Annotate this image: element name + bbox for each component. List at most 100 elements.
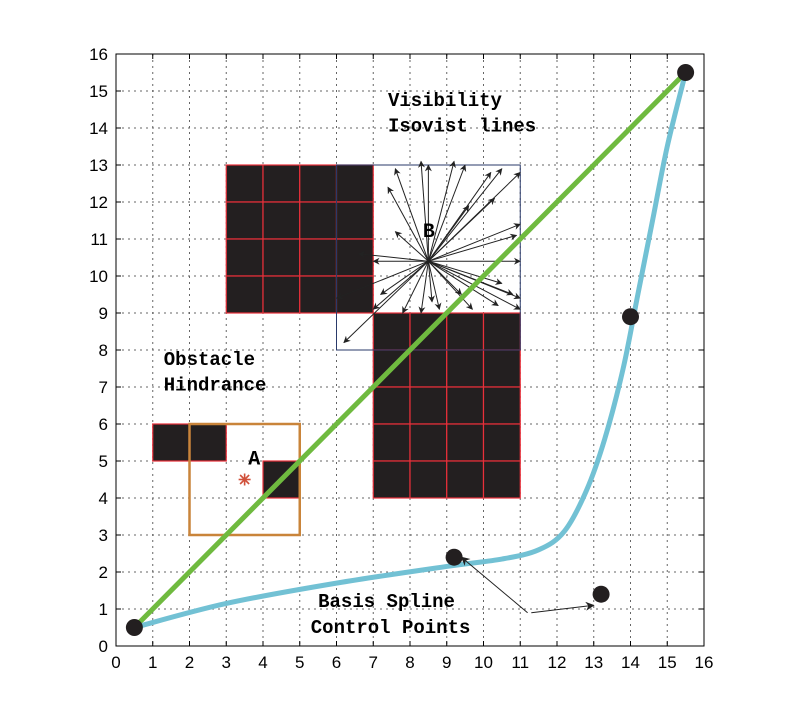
y-tick-label: 14: [89, 119, 108, 138]
pointer-arrow: [531, 601, 595, 614]
annotation-text: Isovist lines: [388, 116, 536, 138]
y-tick-label: 15: [89, 82, 108, 101]
x-tick-label: 5: [295, 653, 304, 672]
pointer-arrow: [460, 556, 528, 614]
annotation-text: Visibility: [388, 90, 503, 112]
isovist-ray: [428, 260, 503, 285]
isovist-ray: [387, 186, 429, 262]
isovist-ray: [372, 260, 429, 310]
y-tick-label: 2: [99, 563, 108, 582]
obstacle-cell: [225, 275, 264, 314]
obstacles: [152, 164, 521, 499]
obstacle-cell: [299, 275, 338, 314]
y-tick-label: 8: [99, 341, 108, 360]
obstacle-cell: [409, 349, 448, 388]
obstacle-cell: [299, 201, 338, 240]
y-tick-label: 1: [99, 600, 108, 619]
isovist-ray: [427, 160, 456, 262]
obstacle-cell: [409, 386, 448, 425]
isovist-ray: [428, 223, 521, 262]
isovist-ray: [394, 168, 429, 262]
obstacle-cell: [262, 275, 301, 314]
y-tick-label: 0: [99, 637, 108, 656]
x-tick-label: 15: [658, 653, 677, 672]
annotation-text: Hindrance: [164, 375, 267, 397]
obstacle-cell: [335, 164, 374, 203]
y-tick-label: 3: [99, 526, 108, 545]
obstacle-cell: [446, 460, 485, 499]
obstacle-cell: [482, 312, 521, 351]
obstacle-cell: [446, 312, 485, 351]
tick-labels: 0 1 2 3 4 5 6 7 8 9 10 11 12 13 14 15 160123456789101112…: [89, 45, 713, 672]
annotation-text: Basis Spline: [318, 591, 455, 613]
x-tick-label: 1: [148, 653, 157, 672]
star-stroke: [239, 474, 250, 485]
obstacle-cell: [262, 201, 301, 240]
y-tick-label: 11: [90, 230, 108, 249]
point-a-label: A: [248, 449, 260, 472]
isovist-ray: [427, 168, 503, 262]
obstacle-cell: [446, 349, 485, 388]
obstacle-cell: [335, 201, 374, 240]
obstacle-cell: [446, 423, 485, 462]
obstacle-cell: [446, 386, 485, 425]
control-point: [592, 585, 610, 603]
x-tick-label: 16: [695, 653, 714, 672]
isovist-ray: [417, 160, 429, 262]
isovist-ray: [357, 250, 429, 262]
bspline-curve: [131, 70, 689, 630]
obstacle-cell: [409, 460, 448, 499]
obstacle-cell: [372, 386, 411, 425]
x-tick-label: 11: [511, 653, 529, 672]
y-tick-label: 16: [89, 45, 108, 64]
obstacle-cell: [482, 460, 521, 499]
obstacle-cell: [188, 423, 227, 462]
control-point: [677, 64, 695, 81]
obstacle-cell: [225, 164, 264, 203]
y-tick-label: 12: [89, 193, 108, 212]
obstacle-cell: [262, 164, 301, 203]
annotation-text: Control Points: [311, 617, 471, 639]
x-tick-label: 2: [185, 653, 194, 672]
annotation-text: Obstacle: [164, 349, 255, 371]
x-tick-label: 6: [332, 653, 341, 672]
isovist-ray: [428, 233, 518, 262]
y-tick-label: 7: [99, 378, 108, 397]
obstacle-cell: [262, 238, 301, 277]
isovist-ray: [380, 260, 429, 295]
isovist-rays: [335, 160, 521, 344]
x-tick-label: 10: [474, 653, 493, 672]
isovist-ray: [427, 171, 492, 262]
obstacle-cell: [299, 164, 338, 203]
paths: [131, 70, 689, 630]
obstacle-cell: [409, 423, 448, 462]
box-around-a: [188, 422, 301, 537]
y-tick-label: 6: [99, 415, 108, 434]
x-tick-label: 13: [584, 653, 603, 672]
x-tick-label: 7: [369, 653, 378, 672]
isovist-ray: [343, 260, 429, 344]
control-point: [622, 308, 639, 326]
control-point: [125, 619, 143, 636]
isovist-ray: [427, 261, 435, 303]
isovist-ray: [428, 260, 462, 295]
obstacle-cell: [482, 423, 521, 462]
point-b-label: B: [423, 221, 435, 244]
x-tick-label: 8: [405, 653, 414, 672]
x-tick-label: 0: [111, 653, 120, 672]
y-tick-label: 5: [99, 452, 108, 471]
obstacle-cell: [372, 423, 411, 462]
isovist-ray: [418, 261, 429, 314]
isovist-ray: [394, 231, 429, 262]
x-tick-label: 12: [548, 653, 567, 672]
y-tick-label: 4: [99, 489, 108, 508]
isovist-ray: [428, 260, 514, 296]
isovist-ray: [428, 197, 496, 262]
control-points: [125, 64, 695, 636]
isovist-ray: [427, 164, 467, 262]
isovist-ray: [335, 260, 429, 300]
y-tick-label: 10: [89, 267, 108, 286]
isovist-ray: [428, 260, 499, 307]
x-tick-label: 14: [621, 653, 640, 672]
